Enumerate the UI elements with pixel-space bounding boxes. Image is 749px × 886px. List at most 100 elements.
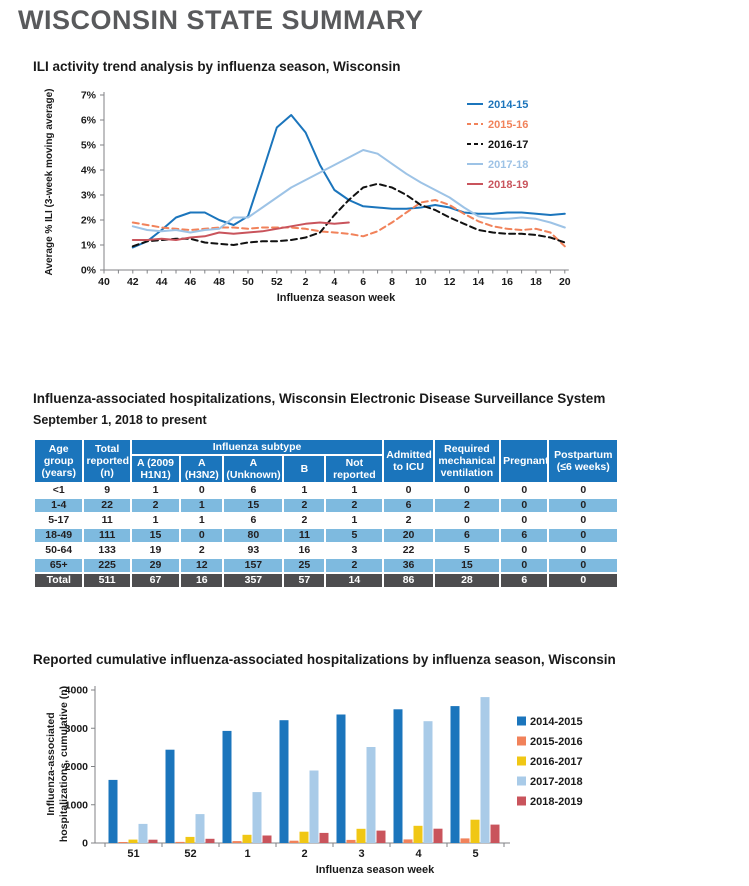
legend-item-2015-16: 2015-16 [467,119,528,131]
bar-2018-2019-week-5 [490,824,500,843]
x-tick-label: 10 [415,276,427,288]
bar-2016-2017-week-1 [242,834,252,843]
bar-2015-2016-week-51 [118,842,128,843]
ili-section-heading: ILI activity trend analysis by influenza… [33,59,401,74]
bar-2017-2018-week-4 [423,721,433,843]
table-cell: 0 [179,482,225,500]
table-cell: 6 [432,527,502,545]
col-header-subtype-1: A (H3N2) [179,454,225,485]
row-label: 18-49 [32,527,85,545]
legend-label: 2015-2016 [530,736,583,748]
table-cell: 0 [547,542,619,560]
legend-item-2018-2019: 2018-2019 [517,796,583,808]
table-cell: 225 [82,557,132,575]
table-cell: 2 [382,512,435,530]
series-2017-18 [131,149,566,234]
y-tick-label: 1000 [65,799,89,811]
legend-label: 2017-2018 [530,776,583,788]
table-cell: 1 [324,512,385,530]
bar-2014-2015-week-5 [450,706,460,843]
bar-2017-2018-week-5 [480,697,490,843]
x-tick-label: 42 [127,276,139,288]
table-cell: 57 [282,572,327,590]
x-axis-title: Influenza season week [316,864,435,876]
col-header-subtype-2: A (Unknown) [222,454,285,485]
x-tick-label: 8 [389,276,395,288]
table-cell: 25 [282,557,327,575]
table-cell: 12 [179,557,225,575]
table-cell: 0 [499,542,550,560]
legend-label: 2016-2017 [530,756,583,768]
table-cell: 86 [382,572,435,590]
table-cell: 0 [432,512,502,530]
legend-swatch [517,716,526,726]
bar-2017-2018-week-51 [138,823,148,843]
table-cell: 2 [324,497,385,515]
y-tick-label: 2% [81,215,97,227]
col-header-postpartum: Postpartum (≤6 weeks) [547,437,619,485]
legend-item-2014-15: 2014-15 [467,99,528,111]
y-tick-label: 0 [82,838,88,850]
bar-2016-2017-week-2 [299,831,309,843]
col-header-total-reported: Total reported (n) [82,437,132,485]
bar-2017-2018-week-3 [366,747,376,843]
legend-label: 2015-16 [488,119,528,131]
hospitalizations-section-heading: Influenza-associated hospitalizations, W… [33,391,606,406]
table-cell: 357 [222,572,285,590]
col-header-mechanical-ventilation: Required mechanical ventilation [432,437,502,485]
y-axis-title: Average % ILI (3-week moving average) [44,89,55,276]
bar-2016-2017-week-51 [128,839,138,843]
table-cell: 93 [222,542,285,560]
x-tick-label: 52 [184,848,196,860]
bar-2018-2019-week-51 [148,839,158,843]
bar-2014-2015-week-2 [279,720,289,843]
table-cell: 0 [432,482,502,500]
row-label: <1 [32,482,85,500]
legend-swatch [517,756,526,766]
table-row-5-17: 5-17 11 1 1 6 2 1 2 0 0 0 [32,512,619,530]
table-cell: 0 [547,482,619,500]
table-cell: 16 [179,572,225,590]
x-tick-label: 18 [530,276,542,288]
table-cell: 80 [222,527,285,545]
y-tick-label: 3% [81,190,97,202]
col-header-age-group: Age group (years) [32,437,85,485]
table-cell: 0 [547,497,619,515]
table-cell: 15 [222,497,285,515]
legend-label: 2018-19 [488,179,528,191]
hospitalizations-table: Age group (years) Total reported (n) Influ… [32,437,619,590]
table-cell: 2 [282,497,327,515]
series-2016-17 [131,182,566,248]
x-tick-label: 46 [185,276,197,288]
x-tick-label: 1 [244,848,250,860]
table-cell: 15 [432,557,502,575]
series-2018-19 [131,221,350,241]
table-cell: 511 [82,572,132,590]
bar-2018-2019-week-4 [433,828,443,843]
table-row-total: Total 511 67 16 357 57 14 86 28 6 0 [32,572,619,590]
table-cell: 0 [547,557,619,575]
table-cell: 36 [382,557,435,575]
table-cell: 11 [82,512,132,530]
table-cell: 67 [129,572,182,590]
table-cell: 14 [324,572,385,590]
bar-2014-2015-week-3 [336,714,346,843]
table-cell: 1 [129,482,182,500]
table-cell: 2 [282,512,327,530]
table-cell: 0 [547,572,619,590]
bar-2016-2017-week-5 [470,819,480,843]
table-cell: 6 [499,527,550,545]
table-cell: 6 [222,512,285,530]
table-row-<1: <1 9 1 0 6 1 1 0 0 0 0 [32,482,619,500]
bar-2016-2017-week-3 [356,828,366,843]
x-tick-label: 4 [415,848,422,860]
x-tick-label: 5 [472,848,478,860]
x-tick-label: 48 [213,276,225,288]
table-cell: 9 [82,482,132,500]
table-cell: 0 [499,482,550,500]
table-cell: 1 [129,512,182,530]
table-row-1-4: 1-4 22 2 1 15 2 2 6 2 0 0 [32,497,619,515]
x-tick-label: 3 [358,848,364,860]
bar-2015-2016-week-3 [346,839,356,843]
